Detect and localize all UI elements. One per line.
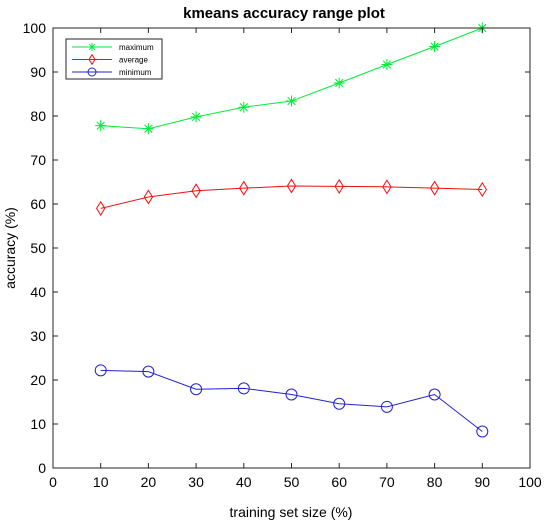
legend-label: minimum — [119, 68, 152, 77]
y-tick-label: 70 — [30, 152, 46, 168]
y-tick-label: 20 — [30, 372, 46, 388]
legend-item-minimum: minimum — [72, 67, 152, 77]
data-point-maximum — [429, 40, 441, 52]
x-tick-label: 10 — [93, 474, 109, 490]
legend-label: maximum — [119, 43, 154, 52]
x-tick-label: 40 — [236, 474, 252, 490]
y-tick-label: 40 — [30, 284, 46, 300]
legend-item-average: average — [72, 53, 148, 66]
series-line-average — [100, 185, 483, 209]
legend-items: maximum average minimum — [72, 43, 154, 77]
legend: maximum average minimum — [65, 38, 163, 80]
chart-title: kmeans accuracy range plot — [183, 5, 385, 22]
legend-swatch-marker — [87, 67, 97, 77]
data-point-average — [239, 180, 249, 196]
data-point-average — [95, 200, 106, 216]
data-point-minimum — [380, 400, 393, 413]
data-point-minimum — [190, 383, 203, 396]
y-tick-label: 100 — [23, 20, 47, 36]
data-point-average — [286, 178, 297, 194]
y-tick-label: 50 — [30, 240, 46, 256]
data-point-maximum — [238, 101, 250, 113]
legend-swatch-marker — [88, 53, 96, 66]
data-point-average — [334, 178, 344, 194]
data-point-minimum — [333, 397, 346, 410]
data-point-maximum — [95, 120, 107, 132]
x-tick-label: 20 — [141, 474, 157, 490]
data-point-maximum — [286, 95, 297, 107]
y-tick-label: 0 — [38, 460, 46, 476]
data-point-average — [477, 181, 488, 198]
data-point-minimum — [237, 382, 250, 395]
x-tick-label: 70 — [379, 474, 395, 490]
data-point-average — [143, 189, 154, 205]
data-point-minimum — [476, 425, 489, 438]
data-point-average — [429, 180, 440, 196]
ticks-layer: 0 10 20 30 40 50 60 70 80 90 100 0 10 20 30 40 50 60 70 80 9… — [23, 20, 542, 490]
data-point-average — [191, 183, 201, 199]
data-point-maximum — [381, 59, 393, 71]
series-average — [95, 178, 488, 216]
data-point-minimum — [94, 364, 107, 377]
data-point-minimum — [142, 365, 155, 378]
x-tick-label: 50 — [284, 474, 300, 490]
x-tick-label: 90 — [475, 474, 491, 490]
series-minimum — [94, 364, 489, 438]
y-tick-label: 30 — [30, 328, 46, 344]
y-tick-label: 60 — [30, 196, 46, 212]
y-tick-label: 80 — [30, 108, 46, 124]
data-point-maximum — [333, 77, 345, 89]
data-point-maximum — [142, 123, 154, 135]
series-line-minimum — [100, 369, 483, 432]
data-point-maximum — [190, 111, 202, 123]
data-point-minimum — [285, 388, 298, 401]
legend-item-maximum: maximum — [72, 43, 154, 52]
data-point-average — [382, 179, 392, 195]
x-tick-label: 80 — [427, 474, 443, 490]
y-axis-label: accuracy (%) — [2, 207, 18, 289]
x-tick-label: 30 — [188, 474, 204, 490]
legend-label: average — [119, 56, 148, 65]
x-axis-label: training set size (%) — [230, 504, 353, 520]
legend-swatch-marker — [88, 43, 96, 51]
y-tick-label: 90 — [30, 64, 46, 80]
plot-area — [53, 28, 530, 468]
data-point-minimum — [428, 388, 441, 401]
x-tick-label: 100 — [518, 474, 542, 490]
y-tick-label: 10 — [30, 416, 46, 432]
x-tick-label: 0 — [49, 474, 57, 490]
x-tick-label: 60 — [331, 474, 347, 490]
